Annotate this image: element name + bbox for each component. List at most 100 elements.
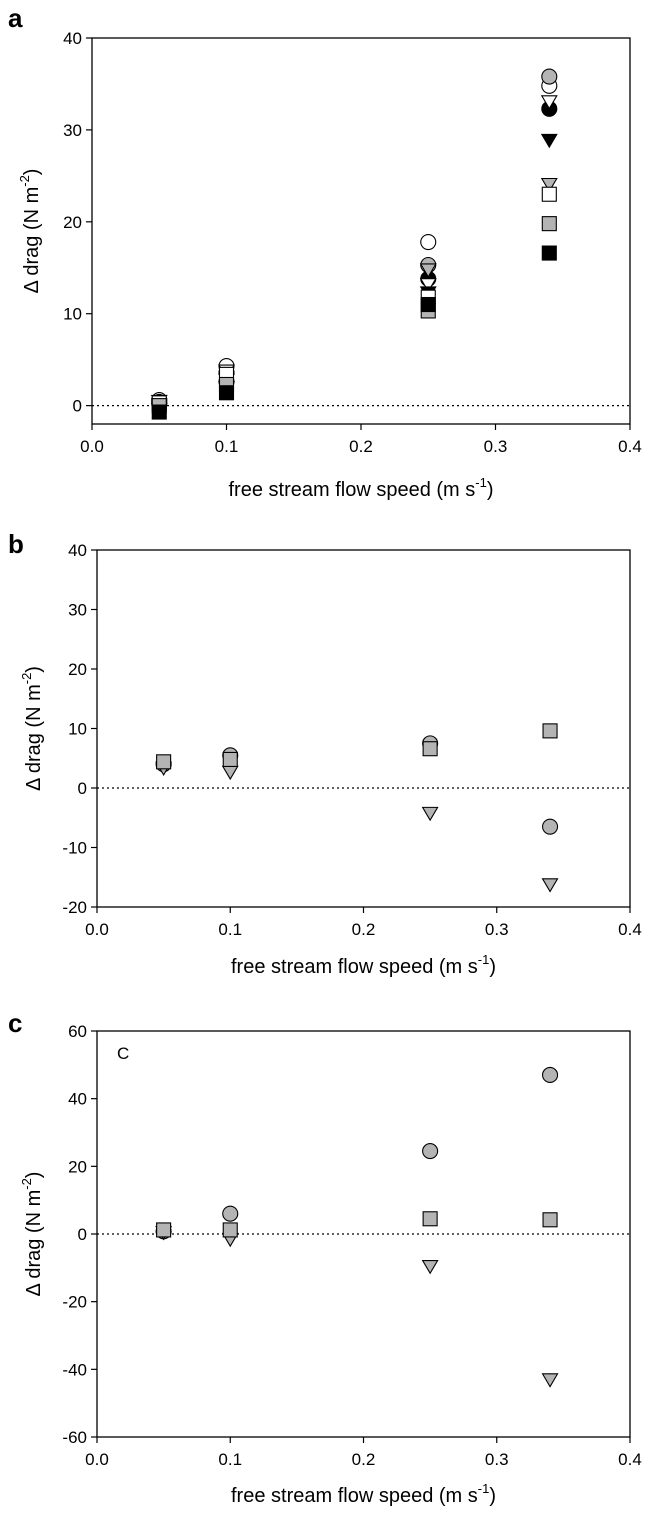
x-axis-title: free stream flow speed (m s-1): [231, 1481, 496, 1507]
y-tick-label: -20: [62, 898, 87, 917]
data-point-triangle-down: [540, 95, 558, 110]
data-point-square: [151, 404, 167, 420]
series-circle-1: [151, 68, 558, 410]
data-point-square: [156, 754, 172, 770]
data-point-triangle-down: [221, 765, 239, 781]
x-axis-title-superscript: -1: [478, 1481, 490, 1496]
y-axis-title: Δ drag (N m-2): [17, 169, 43, 294]
x-axis-title: free stream flow speed (m s-1): [229, 475, 494, 501]
data-point-triangle-down: [419, 263, 437, 278]
data-point-square: [422, 1211, 438, 1227]
x-tick-label: 0.3: [485, 1450, 509, 1469]
data-point-circle: [222, 1205, 239, 1222]
data-point-circle: [541, 1066, 559, 1084]
data-point-triangle-down: [540, 177, 558, 193]
data-point-square: [542, 1212, 558, 1228]
series-triangle-down-3: [150, 95, 558, 410]
data-point-circle: [420, 233, 437, 251]
data-point-square: [541, 245, 557, 261]
y-axis-title-superscript: -2: [17, 175, 32, 187]
series-circle-0: [155, 1066, 559, 1240]
chart-panel-b: b 0.0 0.1 0.2 0.3 0.4 -20 -10 0 10 20 30 40 free stre…: [8, 529, 642, 978]
x-tick-label: 0.2: [352, 920, 376, 939]
y-tick-label: 60: [68, 1022, 87, 1041]
x-tick-label: 0.1: [215, 437, 239, 456]
x-tick-label: 0.1: [218, 920, 242, 939]
y-axis-title-main: Δ drag (N m: [21, 187, 43, 294]
y-tick-label: 40: [68, 541, 87, 560]
series-triangle-down-5: [150, 133, 558, 418]
series-circle-0: [151, 77, 558, 409]
chart-panel-a: a 0.0 0.1 0.2 0.3 0.4 0 10 20 30 40 free stream flo…: [8, 3, 642, 501]
series-square-6: [151, 186, 557, 411]
y-tick-label: 30: [68, 601, 87, 620]
y-tick-label: 10: [68, 720, 87, 739]
x-tick-label: 0.4: [618, 1450, 642, 1469]
data-point-triangle-down: [419, 278, 437, 293]
x-axis-title-end: ): [489, 1485, 496, 1507]
series-square-2: [156, 1211, 558, 1238]
x-axis-title-end: ): [489, 956, 496, 978]
data-point-circle: [541, 818, 559, 835]
panel-label: b: [8, 529, 24, 559]
y-tick-label: 10: [63, 305, 82, 324]
x-tick-label: 0.3: [484, 437, 508, 456]
y-tick-label: 20: [63, 213, 82, 232]
x-tick-label: 0.0: [85, 920, 109, 939]
y-tick-label: -40: [62, 1360, 87, 1379]
y-tick-label: 0: [73, 397, 82, 416]
x-tick-label: 0.0: [85, 1450, 109, 1469]
y-tick-label: -10: [62, 839, 87, 858]
series-triangle-down-1: [155, 1226, 559, 1388]
series-square-8: [151, 245, 557, 420]
chart-panel-c: c 0.0 0.1 0.2 0.3 0.4 -60 -40 -20 0 20 40 60 free str…: [8, 1008, 642, 1507]
y-axis-title-end: ): [23, 1172, 45, 1179]
series-circle-0: [155, 735, 559, 835]
series-square-2: [156, 723, 558, 770]
series-triangle-down-1: [155, 761, 559, 893]
x-tick-label: 0.3: [485, 920, 509, 939]
panel-label: a: [8, 3, 23, 33]
data-point-triangle-down: [540, 133, 558, 149]
x-axis-title-main: free stream flow speed (m s: [229, 479, 476, 501]
y-tick-label: -20: [62, 1293, 87, 1312]
inset-label: C: [117, 1044, 129, 1063]
panel-label: c: [8, 1008, 22, 1038]
data-point-square: [422, 741, 438, 757]
data-point-circle: [422, 1143, 439, 1160]
y-tick-label: 0: [78, 779, 87, 798]
x-axis-title-superscript: -1: [475, 475, 487, 490]
x-tick-label: 0.4: [618, 437, 642, 456]
data-point-square: [541, 186, 557, 202]
y-tick-label: 0: [78, 1225, 87, 1244]
x-tick-label: 0.0: [80, 437, 104, 456]
data-point-triangle-down: [541, 1373, 559, 1388]
y-tick-label: 20: [68, 660, 87, 679]
data-point-square: [222, 1222, 238, 1238]
y-tick-label: 40: [68, 1090, 87, 1109]
data-point-triangle-down: [421, 806, 439, 822]
data-point-triangle-down: [421, 1259, 439, 1275]
y-tick-label: -60: [62, 1428, 87, 1447]
x-axis-title-end: ): [487, 479, 494, 501]
y-axis-title-superscript: -2: [19, 1178, 34, 1190]
data-point-circle: [541, 68, 558, 85]
data-point-square: [541, 216, 557, 232]
y-tick-label: 30: [63, 121, 82, 140]
data-point-square: [222, 751, 238, 767]
data-point-square: [156, 1222, 172, 1238]
x-tick-label: 0.4: [618, 920, 642, 939]
series-triangle-down-4: [150, 177, 558, 413]
y-tick-label: 40: [63, 29, 82, 48]
series-circle-2: [151, 100, 558, 412]
data-point-square: [420, 296, 436, 313]
x-axis-title: free stream flow speed (m s-1): [231, 952, 496, 978]
y-axis-title-main: Δ drag (N m: [23, 1190, 45, 1297]
x-tick-label: 0.1: [218, 1450, 242, 1469]
data-point-triangle-down: [541, 878, 559, 893]
x-tick-label: 0.2: [349, 437, 373, 456]
series-square-7: [151, 216, 557, 414]
y-axis-title-main: Δ drag (N m: [23, 684, 45, 791]
y-axis-title: Δ drag (N m-2): [19, 666, 45, 791]
